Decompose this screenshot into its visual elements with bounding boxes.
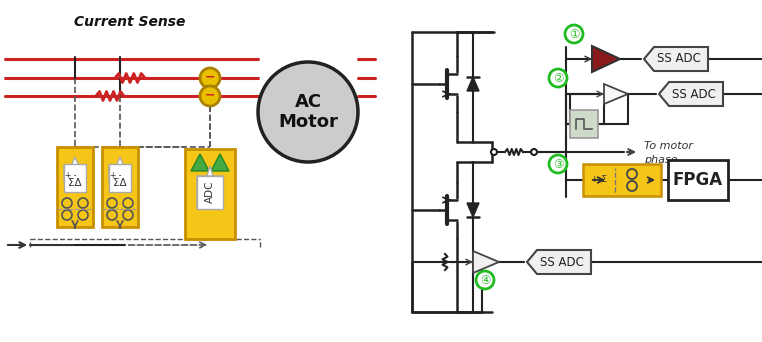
Polygon shape xyxy=(467,77,479,91)
FancyBboxPatch shape xyxy=(185,149,235,239)
FancyBboxPatch shape xyxy=(668,160,728,200)
Polygon shape xyxy=(211,154,229,171)
Polygon shape xyxy=(644,47,708,71)
Text: ①: ① xyxy=(568,27,579,40)
FancyBboxPatch shape xyxy=(57,147,93,227)
FancyBboxPatch shape xyxy=(570,110,598,138)
Text: ΣΔ: ΣΔ xyxy=(68,178,82,188)
Polygon shape xyxy=(467,203,479,217)
Text: phase: phase xyxy=(644,155,677,165)
Text: −: − xyxy=(205,89,215,102)
Polygon shape xyxy=(527,250,591,274)
Text: FPGA: FPGA xyxy=(673,171,723,189)
Circle shape xyxy=(549,155,567,173)
Text: SS ADC: SS ADC xyxy=(657,53,701,66)
Text: −: − xyxy=(205,70,215,83)
Text: + -: + - xyxy=(110,171,122,180)
Circle shape xyxy=(565,25,583,43)
Circle shape xyxy=(549,69,567,87)
Circle shape xyxy=(476,271,494,289)
FancyBboxPatch shape xyxy=(102,147,138,227)
Text: ΣΔ: ΣΔ xyxy=(114,178,126,188)
FancyBboxPatch shape xyxy=(583,164,661,196)
FancyBboxPatch shape xyxy=(64,164,86,192)
Text: ②: ② xyxy=(552,71,563,84)
Text: ③: ③ xyxy=(552,158,563,171)
Text: To motor: To motor xyxy=(644,141,693,151)
Polygon shape xyxy=(197,166,223,209)
Text: + -: + - xyxy=(66,171,77,180)
Text: SS ADC: SS ADC xyxy=(540,255,584,268)
Circle shape xyxy=(200,86,220,106)
FancyBboxPatch shape xyxy=(109,164,131,192)
Circle shape xyxy=(258,62,358,162)
Text: Motor: Motor xyxy=(278,113,338,131)
Text: AC: AC xyxy=(294,93,322,111)
Circle shape xyxy=(531,149,537,155)
Text: ④: ④ xyxy=(480,274,490,287)
Circle shape xyxy=(200,68,220,88)
Text: Current Sense: Current Sense xyxy=(75,15,186,29)
FancyBboxPatch shape xyxy=(197,176,223,209)
Text: ADC: ADC xyxy=(205,181,215,203)
Polygon shape xyxy=(191,154,209,171)
Circle shape xyxy=(491,149,497,155)
Polygon shape xyxy=(109,157,131,182)
Polygon shape xyxy=(592,46,620,72)
Text: + Σ: + Σ xyxy=(591,175,607,184)
Polygon shape xyxy=(604,84,628,104)
Polygon shape xyxy=(473,251,499,273)
Polygon shape xyxy=(659,82,723,106)
Text: SS ADC: SS ADC xyxy=(672,88,716,101)
Polygon shape xyxy=(64,157,86,182)
